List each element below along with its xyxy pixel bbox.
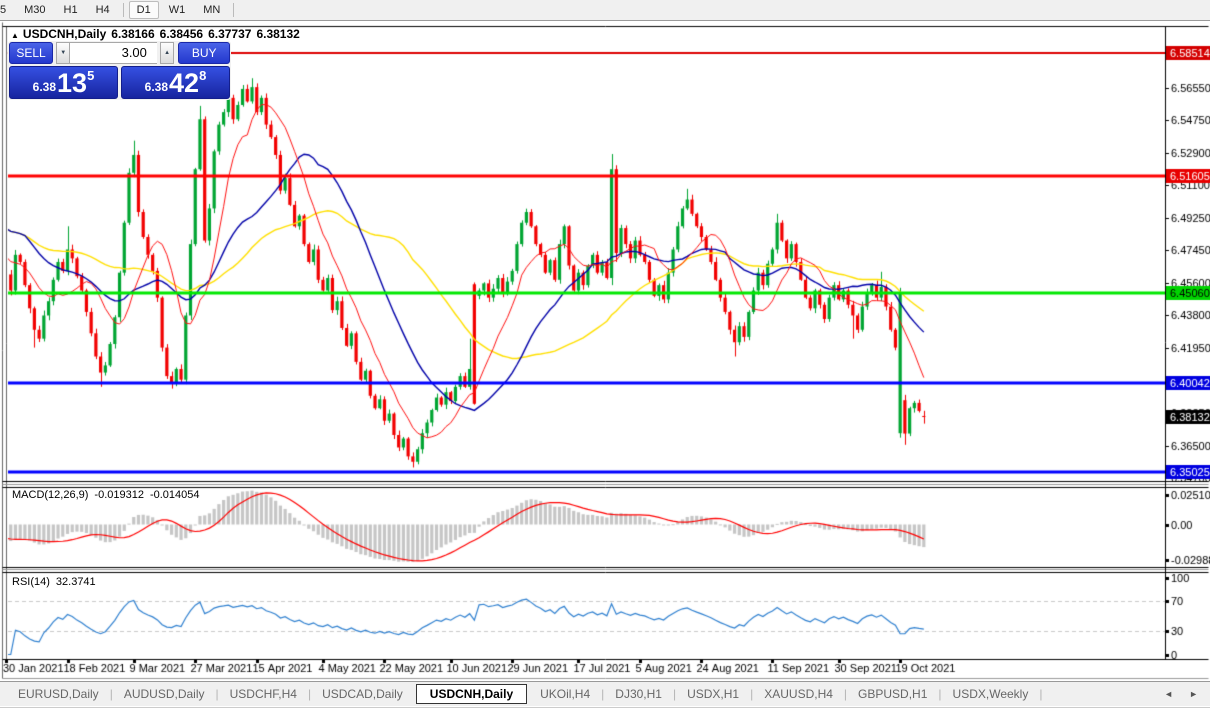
sell-price-big: 13: [57, 68, 88, 98]
sell-button[interactable]: SELL: [9, 42, 54, 64]
tab-xauusd-h4[interactable]: XAUUSD,H4: [764, 687, 833, 701]
tab-usdcad-daily[interactable]: USDCAD,Daily: [322, 687, 403, 701]
toolbar-separator: [122, 3, 124, 17]
macd-name: MACD(12,26,9): [12, 489, 89, 501]
tab-eurusd-daily[interactable]: EURUSD,Daily: [18, 687, 99, 701]
macd-label: MACD(12,26,9) -0.019312 -0.014054: [12, 489, 206, 501]
tabs-scroll-left-icon[interactable]: ◄: [1164, 689, 1174, 699]
one-click-trading-panel: SELL ▼ 3.00 ▲ BUY 6.38 13 5 6.38 42 8: [8, 41, 231, 100]
ohlc-open: 6.38166: [111, 27, 155, 41]
rsi-name: RSI(14): [12, 576, 50, 588]
tab-separator: |: [1039, 687, 1043, 701]
timeframe-m5-button[interactable]: 5: [0, 4, 7, 16]
tab-usdx-h1[interactable]: USDX,H1: [687, 687, 740, 701]
tab-separator: |: [109, 687, 113, 701]
sell-price-box[interactable]: 6.38 13 5: [9, 66, 118, 99]
tab-usdx-weekly[interactable]: USDX,Weekly: [952, 687, 1029, 701]
buy-price-box[interactable]: 6.38 42 8: [121, 66, 230, 99]
buy-button[interactable]: BUY: [178, 42, 231, 64]
timeframe-h4-button[interactable]: H4: [95, 4, 110, 16]
status-strip: [0, 707, 1210, 713]
tab-dj30-h1[interactable]: DJ30,H1: [615, 687, 662, 701]
tab-separator: |: [307, 687, 312, 701]
rsi-label: RSI(14) 32.3741: [12, 576, 102, 588]
volume-input[interactable]: 3.00: [70, 42, 157, 64]
rsi-value: 32.3741: [55, 576, 96, 588]
timeframe-mn-button[interactable]: MN: [203, 4, 221, 16]
buy-price-big: 42: [169, 68, 200, 98]
buy-price-sup: 8: [199, 68, 207, 83]
ohlc-low: 6.37737: [208, 27, 252, 41]
tab-separator: |: [750, 687, 754, 701]
ohlc-high: 6.38456: [159, 27, 204, 41]
tab-separator: |: [215, 687, 219, 701]
chart-symbol-label: USDCNH,Daily: [22, 27, 107, 41]
timeframe-d1-button[interactable]: D1: [128, 1, 159, 19]
symbol-tab-bar: EURUSD,Daily | AUDUSD,Daily | USDCHF,H4 …: [0, 681, 1210, 706]
macd-signal-value: -0.014054: [149, 489, 200, 501]
toolbar-separator: [233, 3, 235, 17]
volume-increase-button[interactable]: ▲: [159, 42, 175, 64]
collapse-arrow-icon[interactable]: ▲: [11, 31, 19, 40]
tab-ukoil-h4[interactable]: UKOil,H4: [540, 687, 591, 701]
volume-decrease-button[interactable]: ▼: [56, 42, 71, 64]
timeframe-m30-button[interactable]: M30: [24, 4, 46, 16]
tab-audusd-daily[interactable]: AUDUSD,Daily: [123, 687, 205, 701]
tab-separator: |: [843, 687, 848, 701]
tab-separator: |: [672, 687, 677, 701]
tab-separator: |: [601, 687, 605, 701]
chart-title: ▲ USDCNH,Daily 6.38166 6.38456 6.37737 6.3813…: [11, 27, 305, 41]
tab-gbpusd-h1[interactable]: GBPUSD,H1: [858, 687, 928, 701]
tab-usdcnh-daily[interactable]: USDCNH,Daily: [415, 684, 528, 704]
macd-main-value: -0.019312: [94, 489, 144, 501]
tab-separator: |: [938, 687, 942, 701]
ohlc-close: 6.38132: [256, 27, 300, 41]
timeframe-toolbar: 5 M30 H1 H4 D1 W1 MN: [0, 0, 1210, 21]
sell-price-sup: 5: [87, 68, 95, 83]
timeframe-w1-button[interactable]: W1: [168, 4, 186, 16]
sell-price-small: 6.38: [32, 80, 57, 94]
tabs-scroll-right-icon[interactable]: ►: [1189, 689, 1198, 699]
buy-price-small: 6.38: [144, 80, 169, 94]
timeframe-h1-button[interactable]: H1: [63, 4, 78, 16]
tab-usdchf-h4[interactable]: USDCHF,H4: [229, 687, 297, 701]
